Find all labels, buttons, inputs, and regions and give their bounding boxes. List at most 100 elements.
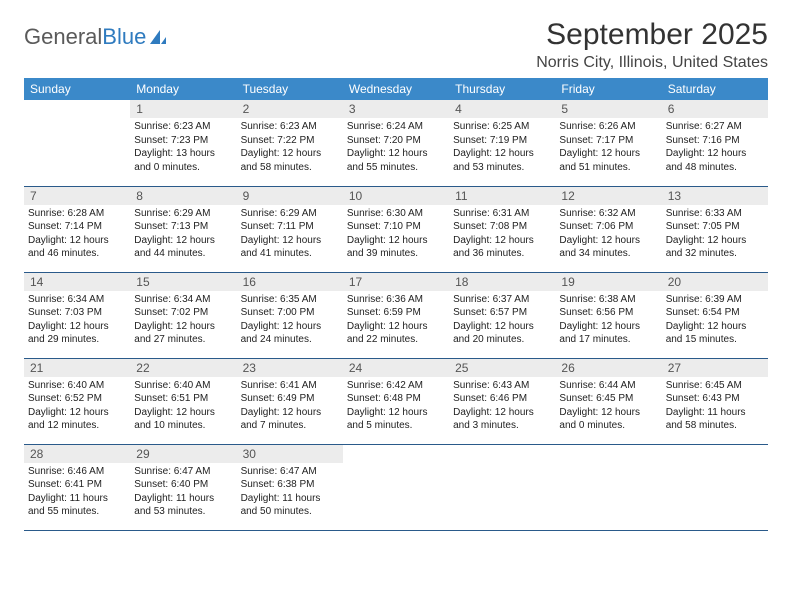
daylight-text: Daylight: 12 hours and 15 minutes. — [666, 320, 764, 347]
calendar-cell: 19Sunrise: 6:38 AMSunset: 6:56 PMDayligh… — [555, 272, 661, 358]
sunrise-text: Sunrise: 6:25 AM — [453, 120, 551, 134]
day-details: Sunrise: 6:27 AMSunset: 7:16 PMDaylight:… — [662, 118, 768, 178]
sunset-text: Sunset: 7:10 PM — [347, 220, 445, 234]
day-number: 8 — [130, 187, 236, 205]
calendar-cell — [555, 444, 661, 530]
sunrise-text: Sunrise: 6:35 AM — [241, 293, 339, 307]
sunrise-text: Sunrise: 6:34 AM — [28, 293, 126, 307]
day-details: Sunrise: 6:44 AMSunset: 6:45 PMDaylight:… — [555, 377, 661, 437]
sunset-text: Sunset: 6:43 PM — [666, 392, 764, 406]
sunset-text: Sunset: 6:57 PM — [453, 306, 551, 320]
sunrise-text: Sunrise: 6:47 AM — [134, 465, 232, 479]
sunset-text: Sunset: 7:16 PM — [666, 134, 764, 148]
sunset-text: Sunset: 6:46 PM — [453, 392, 551, 406]
daylight-text: Daylight: 12 hours and 46 minutes. — [28, 234, 126, 261]
sunrise-text: Sunrise: 6:38 AM — [559, 293, 657, 307]
sunrise-text: Sunrise: 6:42 AM — [347, 379, 445, 393]
calendar-cell: 2Sunrise: 6:23 AMSunset: 7:22 PMDaylight… — [237, 100, 343, 186]
day-header: Sunday — [24, 78, 130, 100]
sunrise-text: Sunrise: 6:41 AM — [241, 379, 339, 393]
sunset-text: Sunset: 7:14 PM — [28, 220, 126, 234]
calendar-cell: 21Sunrise: 6:40 AMSunset: 6:52 PMDayligh… — [24, 358, 130, 444]
sunrise-text: Sunrise: 6:43 AM — [453, 379, 551, 393]
day-number: 16 — [237, 273, 343, 291]
calendar-cell: 1Sunrise: 6:23 AMSunset: 7:23 PMDaylight… — [130, 100, 236, 186]
calendar-cell: 29Sunrise: 6:47 AMSunset: 6:40 PMDayligh… — [130, 444, 236, 530]
sunset-text: Sunset: 6:52 PM — [28, 392, 126, 406]
day-number: 23 — [237, 359, 343, 377]
calendar-cell: 6Sunrise: 6:27 AMSunset: 7:16 PMDaylight… — [662, 100, 768, 186]
day-number: 27 — [662, 359, 768, 377]
day-details: Sunrise: 6:38 AMSunset: 6:56 PMDaylight:… — [555, 291, 661, 351]
daylight-text: Daylight: 12 hours and 5 minutes. — [347, 406, 445, 433]
daylight-text: Daylight: 12 hours and 0 minutes. — [559, 406, 657, 433]
daylight-text: Daylight: 12 hours and 10 minutes. — [134, 406, 232, 433]
daylight-text: Daylight: 12 hours and 48 minutes. — [666, 147, 764, 174]
day-details: Sunrise: 6:28 AMSunset: 7:14 PMDaylight:… — [24, 205, 130, 265]
daylight-text: Daylight: 12 hours and 24 minutes. — [241, 320, 339, 347]
calendar-cell: 26Sunrise: 6:44 AMSunset: 6:45 PMDayligh… — [555, 358, 661, 444]
calendar-week-row: 28Sunrise: 6:46 AMSunset: 6:41 PMDayligh… — [24, 444, 768, 530]
sunrise-text: Sunrise: 6:47 AM — [241, 465, 339, 479]
day-header: Friday — [555, 78, 661, 100]
sunrise-text: Sunrise: 6:29 AM — [241, 207, 339, 221]
sunrise-text: Sunrise: 6:29 AM — [134, 207, 232, 221]
sunset-text: Sunset: 6:56 PM — [559, 306, 657, 320]
day-header: Monday — [130, 78, 236, 100]
daylight-text: Daylight: 12 hours and 51 minutes. — [559, 147, 657, 174]
day-details: Sunrise: 6:29 AMSunset: 7:11 PMDaylight:… — [237, 205, 343, 265]
calendar-cell: 27Sunrise: 6:45 AMSunset: 6:43 PMDayligh… — [662, 358, 768, 444]
daylight-text: Daylight: 11 hours and 50 minutes. — [241, 492, 339, 519]
sunrise-text: Sunrise: 6:31 AM — [453, 207, 551, 221]
calendar-cell: 28Sunrise: 6:46 AMSunset: 6:41 PMDayligh… — [24, 444, 130, 530]
day-header: Saturday — [662, 78, 768, 100]
calendar-cell: 20Sunrise: 6:39 AMSunset: 6:54 PMDayligh… — [662, 272, 768, 358]
sunrise-text: Sunrise: 6:46 AM — [28, 465, 126, 479]
day-details: Sunrise: 6:24 AMSunset: 7:20 PMDaylight:… — [343, 118, 449, 178]
calendar-cell: 15Sunrise: 6:34 AMSunset: 7:02 PMDayligh… — [130, 272, 236, 358]
daylight-text: Daylight: 11 hours and 53 minutes. — [134, 492, 232, 519]
sunrise-text: Sunrise: 6:24 AM — [347, 120, 445, 134]
daylight-text: Daylight: 12 hours and 17 minutes. — [559, 320, 657, 347]
day-number: 3 — [343, 100, 449, 118]
day-number: 5 — [555, 100, 661, 118]
daylight-text: Daylight: 12 hours and 41 minutes. — [241, 234, 339, 261]
sunset-text: Sunset: 6:41 PM — [28, 478, 126, 492]
day-number: 9 — [237, 187, 343, 205]
calendar-cell: 12Sunrise: 6:32 AMSunset: 7:06 PMDayligh… — [555, 186, 661, 272]
daylight-text: Daylight: 12 hours and 29 minutes. — [28, 320, 126, 347]
sunrise-text: Sunrise: 6:28 AM — [28, 207, 126, 221]
calendar-cell: 10Sunrise: 6:30 AMSunset: 7:10 PMDayligh… — [343, 186, 449, 272]
logo-text-2: Blue — [102, 24, 146, 50]
day-number: 15 — [130, 273, 236, 291]
logo-text-1: General — [24, 24, 102, 50]
calendar-cell: 16Sunrise: 6:35 AMSunset: 7:00 PMDayligh… — [237, 272, 343, 358]
day-number: 1 — [130, 100, 236, 118]
day-number: 2 — [237, 100, 343, 118]
calendar-week-row: 1Sunrise: 6:23 AMSunset: 7:23 PMDaylight… — [24, 100, 768, 186]
daylight-text: Daylight: 11 hours and 55 minutes. — [28, 492, 126, 519]
day-number: 30 — [237, 445, 343, 463]
calendar-cell: 14Sunrise: 6:34 AMSunset: 7:03 PMDayligh… — [24, 272, 130, 358]
day-details: Sunrise: 6:25 AMSunset: 7:19 PMDaylight:… — [449, 118, 555, 178]
day-number: 14 — [24, 273, 130, 291]
title-block: September 2025 Norris City, Illinois, Un… — [536, 18, 768, 72]
sunset-text: Sunset: 7:05 PM — [666, 220, 764, 234]
calendar-cell: 22Sunrise: 6:40 AMSunset: 6:51 PMDayligh… — [130, 358, 236, 444]
sunset-text: Sunset: 7:23 PM — [134, 134, 232, 148]
day-number: 17 — [343, 273, 449, 291]
sunset-text: Sunset: 6:49 PM — [241, 392, 339, 406]
daylight-text: Daylight: 12 hours and 39 minutes. — [347, 234, 445, 261]
day-details: Sunrise: 6:41 AMSunset: 6:49 PMDaylight:… — [237, 377, 343, 437]
location-text: Norris City, Illinois, United States — [536, 54, 768, 72]
calendar-week-row: 7Sunrise: 6:28 AMSunset: 7:14 PMDaylight… — [24, 186, 768, 272]
daylight-text: Daylight: 12 hours and 44 minutes. — [134, 234, 232, 261]
daylight-text: Daylight: 12 hours and 36 minutes. — [453, 234, 551, 261]
day-header-row: Sunday Monday Tuesday Wednesday Thursday… — [24, 78, 768, 100]
day-number: 13 — [662, 187, 768, 205]
daylight-text: Daylight: 12 hours and 34 minutes. — [559, 234, 657, 261]
day-number: 10 — [343, 187, 449, 205]
sunset-text: Sunset: 7:11 PM — [241, 220, 339, 234]
day-details: Sunrise: 6:47 AMSunset: 6:38 PMDaylight:… — [237, 463, 343, 523]
day-details: Sunrise: 6:30 AMSunset: 7:10 PMDaylight:… — [343, 205, 449, 265]
